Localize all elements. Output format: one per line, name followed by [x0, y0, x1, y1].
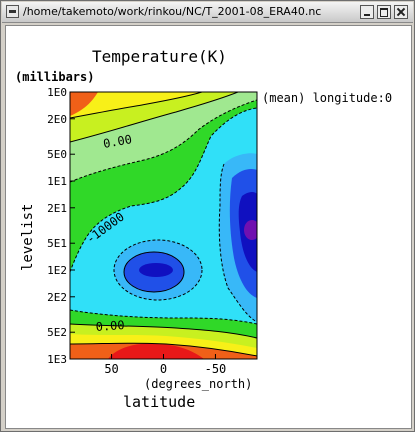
window-menu-icon[interactable]: [6, 5, 19, 18]
y-tick-label-2: 5E0: [47, 148, 67, 161]
x-axis-ticks: 50 0 -50: [104, 354, 226, 376]
y-tick-label-1: 2E0: [47, 113, 67, 126]
y-tick-label-9: 1E3: [47, 353, 67, 366]
contour-label-1: 0.00: [102, 132, 133, 151]
fill-red-lower: [108, 343, 204, 359]
plot-canvas: Temperature(K) (millibars) (mean) longit…: [5, 25, 412, 429]
y-tick-label-7: 2E2: [47, 291, 67, 304]
fill-purple-polar: [244, 220, 257, 240]
window-title: /home/takemoto/work/rinkou/NC/T_2001-08_…: [23, 5, 322, 18]
fill-orange-corner: [70, 92, 98, 116]
y-tick-label-6: 1E2: [47, 264, 67, 277]
fill-navy-tropical: [139, 263, 173, 277]
contour-line-8: [70, 309, 257, 325]
contour-plot: Temperature(K) (millibars) (mean) longit…: [15, 47, 392, 411]
y-axis-label: levelist: [20, 204, 36, 271]
y-tick-label-8: 5E2: [47, 326, 67, 339]
title-bar[interactable]: /home/takemoto/work/rinkou/NC/T_2001-08_…: [2, 2, 413, 23]
y-tick-label-3: 1E1: [47, 175, 67, 188]
contour-line-2: [70, 92, 239, 143]
y-axis-ticks: 1E0 2E0 5E0 1E1 2E1 5E1 1E2 2E2 5E2 1E3: [47, 86, 75, 366]
contour-line-7: [123, 251, 185, 293]
contour-line-4: [70, 107, 257, 273]
y-unit-label: (millibars): [15, 70, 94, 84]
x-tick-label-1: 0: [160, 362, 167, 376]
contour-fills: [70, 92, 257, 359]
x-unit-label: (degrees_north): [144, 377, 252, 391]
mean-longitude-note: (mean) longitude:0: [262, 91, 392, 105]
maximize-button[interactable]: [377, 5, 391, 19]
y-tick-label-4: 2E1: [47, 202, 67, 215]
minimize-button[interactable]: [360, 5, 374, 19]
contour-line-3: [70, 99, 257, 183]
x-tick-label-0: 50: [104, 362, 118, 376]
contour-line-5: [218, 163, 257, 323]
close-button[interactable]: [394, 5, 408, 19]
contour-line-1: [70, 92, 203, 119]
contour-line-6: [113, 239, 203, 301]
contour-line-9: [70, 323, 257, 339]
y-tick-label-0: 1E0: [47, 86, 67, 99]
contour-lines: [70, 92, 257, 357]
x-axis-label: latitude: [123, 393, 195, 411]
contour-line-10: [70, 342, 257, 357]
x-tick-label-2: -50: [205, 362, 227, 376]
plot-title: Temperature(K): [92, 47, 227, 66]
y-tick-label-5: 5E1: [47, 237, 67, 250]
contour-label-3: 0.00: [95, 318, 125, 334]
